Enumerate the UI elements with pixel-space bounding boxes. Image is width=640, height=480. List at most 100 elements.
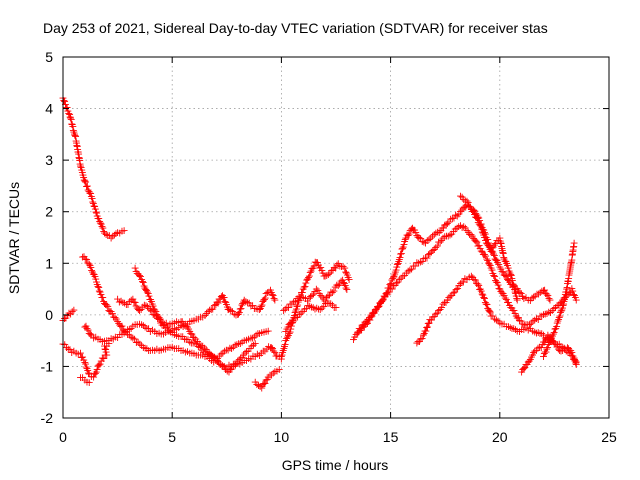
data-point: +	[363, 317, 372, 330]
data-point: +	[296, 307, 305, 320]
data-point: +	[108, 307, 117, 320]
data-point: +	[140, 299, 149, 312]
data-point: +	[523, 318, 532, 331]
data-point: +	[483, 254, 492, 267]
data-point: +	[532, 312, 541, 325]
data-point: +	[433, 226, 442, 239]
data-point: +	[272, 365, 281, 378]
data-point: +	[564, 272, 573, 285]
data-point: +	[257, 381, 266, 394]
data-point: +	[123, 298, 132, 311]
data-point: +	[89, 197, 98, 210]
data-point: +	[260, 344, 269, 357]
data-point: +	[535, 341, 544, 354]
data-point: +	[475, 283, 484, 296]
data-point: +	[307, 300, 316, 313]
data-point: +	[528, 314, 537, 327]
data-point: +	[550, 338, 559, 351]
data-point: +	[530, 314, 539, 327]
data-point: +	[235, 306, 244, 319]
data-point: +	[185, 315, 194, 328]
data-point: +	[414, 231, 423, 244]
data-point: +	[87, 370, 96, 383]
data-point: +	[338, 274, 347, 287]
data-point: +	[339, 276, 348, 289]
data-point: +	[544, 338, 553, 351]
data-point: +	[311, 255, 320, 268]
data-point: +	[270, 293, 279, 306]
data-point: +	[257, 300, 266, 313]
data-point: +	[493, 315, 502, 328]
data-point: +	[218, 289, 227, 302]
data-point: +	[526, 322, 535, 335]
data-point: +	[540, 336, 549, 349]
data-point: +	[397, 247, 406, 260]
data-point: +	[377, 295, 386, 308]
data-point: +	[78, 371, 87, 384]
data-point: +	[288, 316, 297, 329]
data-point: +	[515, 314, 524, 327]
data-point: +	[470, 208, 479, 221]
data-point: +	[500, 255, 509, 268]
data-point: +	[504, 262, 513, 275]
data-point: +	[534, 288, 543, 301]
data-point: +	[96, 357, 105, 370]
data-point: +	[382, 287, 391, 300]
data-point: +	[268, 288, 277, 301]
data-point: +	[283, 330, 292, 343]
data-point: +	[309, 288, 318, 301]
data-point: +	[210, 299, 219, 312]
data-point: +	[245, 297, 254, 310]
data-point: +	[495, 282, 504, 295]
data-point: +	[80, 374, 89, 387]
data-point: +	[69, 125, 78, 138]
data-point: +	[552, 320, 561, 333]
data-point: +	[93, 209, 102, 222]
data-point: +	[507, 269, 516, 282]
series-18: ++++++++++++++++++++++++++++++++++++++++…	[539, 237, 579, 364]
data-point: +	[481, 234, 490, 247]
data-point: +	[182, 320, 191, 333]
data-point: +	[207, 349, 216, 362]
data-point: +	[341, 265, 350, 278]
data-point: +	[449, 286, 458, 299]
data-point: +	[518, 290, 527, 303]
data-point: +	[492, 254, 501, 267]
data-point: +	[130, 333, 139, 346]
data-point: +	[341, 282, 350, 295]
data-point: +	[212, 296, 221, 309]
data-point: +	[371, 304, 380, 317]
data-point: +	[555, 344, 564, 357]
data-point: +	[257, 326, 266, 339]
data-point: +	[423, 234, 432, 247]
data-point: +	[445, 228, 454, 241]
data-point: +	[476, 283, 485, 296]
data-point: +	[548, 334, 557, 347]
data-point: +	[168, 323, 177, 336]
data-point: +	[570, 289, 579, 302]
data-point: +	[355, 324, 364, 337]
data-point: +	[430, 228, 439, 241]
data-point: +	[264, 370, 273, 383]
data-point: +	[214, 356, 223, 369]
data-point: +	[115, 319, 124, 332]
data-point: +	[309, 301, 318, 314]
data-point: +	[332, 279, 341, 292]
data-point: +	[506, 321, 515, 334]
data-points: ++++++++++++++++++++++++++++++++++++++++…	[58, 92, 580, 395]
data-point: +	[102, 349, 111, 362]
data-point: +	[469, 205, 478, 218]
data-point: +	[92, 276, 101, 289]
data-point: +	[286, 323, 295, 336]
data-point: +	[288, 313, 297, 326]
data-point: +	[359, 318, 368, 331]
data-point: +	[94, 212, 103, 225]
data-point: +	[490, 270, 499, 283]
data-point: +	[68, 118, 77, 131]
data-point: +	[399, 238, 408, 251]
data-point: +	[154, 344, 163, 357]
data-point: +	[66, 308, 75, 321]
data-point: +	[245, 342, 254, 355]
data-point: +	[547, 332, 556, 345]
data-point: +	[545, 336, 554, 349]
